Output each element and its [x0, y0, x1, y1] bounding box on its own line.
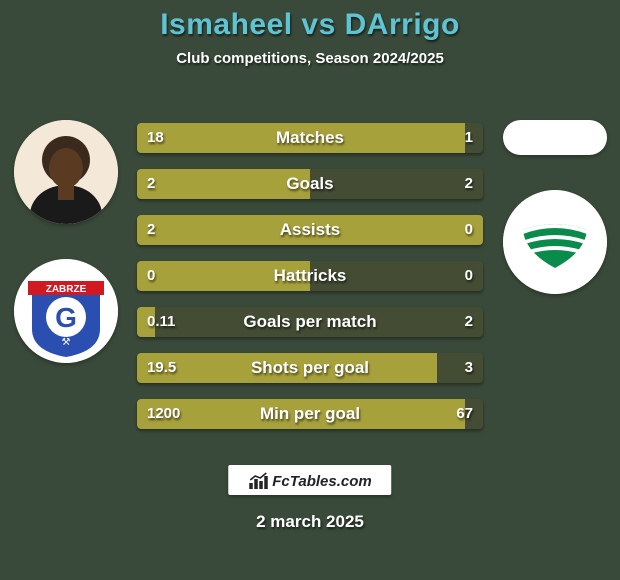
- svg-text:ZABRZE: ZABRZE: [45, 284, 86, 295]
- person-icon: [14, 120, 118, 224]
- stat-bar-left: [137, 169, 310, 199]
- stat-value-left: 0: [147, 261, 155, 291]
- stat-value-right: 0: [465, 215, 473, 245]
- page-subtitle: Club competitions, Season 2024/2025: [0, 50, 620, 67]
- left-player-avatar: [14, 120, 118, 224]
- stat-row: 120067Min per goal: [137, 399, 483, 429]
- stat-row: 181Matches: [137, 123, 483, 153]
- left-club-badge: ZABRZE G ⚒: [14, 259, 118, 363]
- comparison-card: Ismaheel vs DArrigo Club competitions, S…: [0, 0, 620, 580]
- stat-value-left: 0.11: [147, 307, 175, 337]
- stat-row: 0.112Goals per match: [137, 307, 483, 337]
- stat-row: 22Goals: [137, 169, 483, 199]
- stat-value-left: 19.5: [147, 353, 176, 383]
- stat-bar-right: [437, 353, 483, 383]
- right-club-badge: [503, 190, 607, 294]
- stat-row: 20Assists: [137, 215, 483, 245]
- blank-avatar-icon: [503, 120, 607, 155]
- stat-value-left: 2: [147, 215, 155, 245]
- stat-bar-right: [310, 261, 483, 291]
- stat-value-right: 2: [465, 169, 473, 199]
- stat-bar-right: [155, 307, 483, 337]
- stat-bar-left: [137, 261, 310, 291]
- stat-value-left: 2: [147, 169, 155, 199]
- stat-row: 19.53Shots per goal: [137, 353, 483, 383]
- stat-value-right: 2: [465, 307, 473, 337]
- stat-bar-left: [137, 123, 465, 153]
- comparison-date: 2 march 2025: [0, 512, 620, 532]
- stat-bar-right: [310, 169, 483, 199]
- brand-badge[interactable]: FcTables.com: [228, 465, 391, 495]
- stat-value-right: 3: [465, 353, 473, 383]
- svg-text:G: G: [55, 302, 77, 333]
- brand-text: FcTables.com: [272, 473, 371, 490]
- chart-icon: [248, 472, 268, 490]
- club-crest-icon: ZABRZE G ⚒: [14, 259, 118, 363]
- right-player-avatar: [503, 120, 607, 155]
- stat-bar-left: [137, 215, 483, 245]
- stats-bars: 181Matches22Goals20Assists00Hattricks0.1…: [137, 123, 483, 445]
- left-player-column: ZABRZE G ⚒: [8, 120, 123, 398]
- stat-bar-left: [137, 399, 465, 429]
- stat-value-right: 67: [456, 399, 473, 429]
- club-crest-icon: [503, 190, 607, 294]
- stat-value-right: 0: [465, 261, 473, 291]
- right-player-column: [497, 120, 612, 329]
- svg-text:⚒: ⚒: [61, 337, 70, 348]
- stat-value-left: 1200: [147, 399, 180, 429]
- page-title: Ismaheel vs DArrigo: [0, 8, 620, 42]
- stat-value-left: 18: [147, 123, 164, 153]
- stat-row: 00Hattricks: [137, 261, 483, 291]
- stat-value-right: 1: [465, 123, 473, 153]
- stat-bar-left: [137, 353, 437, 383]
